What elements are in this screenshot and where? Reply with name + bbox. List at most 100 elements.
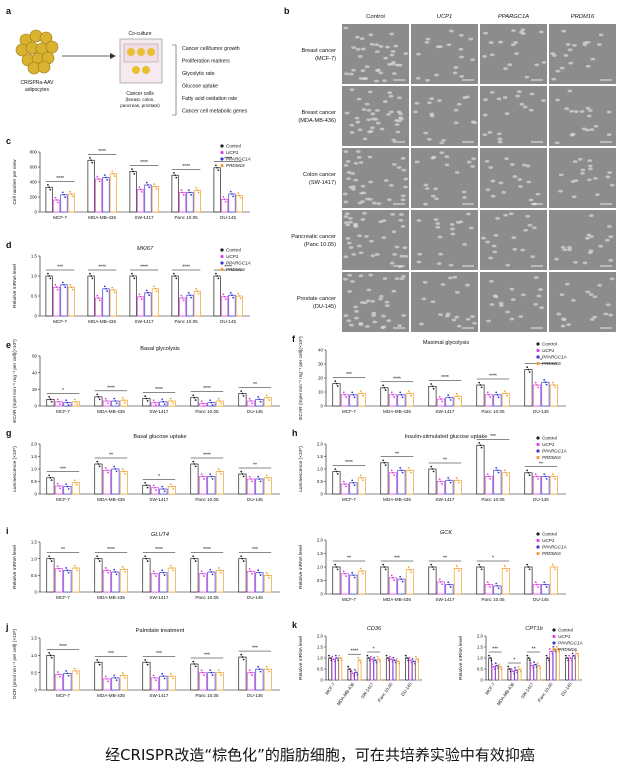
bar (119, 568, 128, 593)
data-point (406, 657, 408, 659)
data-point (534, 663, 537, 666)
cell-spot (367, 155, 373, 159)
data-point (180, 189, 183, 192)
data-point (399, 575, 402, 578)
cell-spot (588, 214, 594, 218)
legend-marker (220, 267, 224, 272)
bar (255, 398, 264, 407)
cell-spot (536, 294, 542, 298)
data-point (488, 393, 490, 396)
bar (142, 558, 151, 593)
data-point (217, 277, 220, 280)
cell-spot (492, 250, 498, 254)
panel-title: Basal glucose uptake (133, 434, 186, 440)
data-point (266, 668, 269, 671)
cell-spot (349, 323, 354, 327)
cell-spot (433, 218, 439, 221)
cell-spot (378, 297, 383, 301)
x-tick-label: MCF-7 (56, 693, 70, 698)
data-point (545, 383, 548, 386)
cell-spot (368, 180, 374, 184)
data-point (154, 486, 156, 489)
bar (549, 651, 553, 681)
data-point (407, 390, 410, 392)
bar (388, 577, 397, 595)
data-point (59, 675, 62, 678)
legend-label: UCP1 (542, 348, 555, 353)
cell-spot (554, 257, 559, 261)
bar (235, 295, 243, 317)
bar (102, 177, 110, 213)
cell-spot (525, 164, 531, 168)
bar (159, 675, 168, 691)
bar (332, 383, 341, 407)
bar (119, 471, 128, 495)
bar (526, 657, 531, 681)
data-point (58, 673, 60, 676)
data-point (514, 666, 516, 669)
data-point (554, 568, 556, 571)
data-point (352, 393, 355, 396)
data-point (250, 400, 252, 402)
y-tick-label: 0 (35, 688, 38, 693)
bar (54, 485, 63, 495)
cell-spot (383, 179, 389, 182)
data-point (194, 665, 197, 668)
cell-spot (430, 156, 436, 160)
data-point (98, 560, 101, 562)
adipocytes-label: adipocytes (25, 87, 49, 93)
cell-spot (490, 179, 496, 183)
y-tick-label: 1.0 (477, 656, 484, 661)
x-tick-label: MDA-MB-436 (496, 681, 516, 706)
y-axis-label: ECAR (mpH min⁻¹ mg⁻¹ per cell)(×10⁵) (12, 339, 18, 423)
significance-stars: **** (393, 376, 401, 382)
cell-spot (515, 94, 520, 98)
bar (63, 569, 72, 593)
significance-stars: **** (140, 265, 148, 271)
data-point (480, 446, 483, 449)
cell-spot (558, 173, 564, 177)
data-point (202, 572, 204, 575)
cell-spot (567, 48, 573, 52)
cell-spot (382, 100, 388, 103)
bar (541, 381, 550, 407)
cell-spot (378, 44, 384, 48)
bar (213, 167, 221, 213)
data-point (202, 475, 204, 478)
data-point (192, 660, 195, 663)
x-tick-label: DU-145 (560, 681, 573, 697)
cell-spot (403, 177, 409, 181)
data-point (334, 563, 337, 566)
data-point (344, 393, 346, 396)
cell-spot (603, 312, 609, 316)
cell-spot (360, 184, 366, 188)
bar (178, 297, 187, 317)
data-point (112, 172, 115, 175)
assay-item: Glycolytic rate (182, 71, 215, 77)
data-point (508, 668, 511, 670)
cell-spot (508, 212, 514, 216)
cell-spot (389, 32, 395, 36)
x-tick-label: MDA-MB-436 (336, 681, 356, 706)
data-point (211, 404, 214, 406)
data-point (89, 272, 91, 275)
data-point (56, 398, 59, 401)
data-point (66, 569, 69, 572)
data-point (338, 654, 341, 657)
cell-spot (510, 43, 516, 46)
data-point (131, 272, 133, 275)
y-tick-label: 30 (318, 362, 323, 367)
bar (67, 193, 75, 213)
y-tick-label: 40 (32, 370, 37, 375)
data-point (162, 571, 165, 574)
data-point (152, 570, 155, 573)
cell-spot (399, 277, 405, 281)
x-tick-label: Panc 10.05 (537, 681, 554, 703)
bar (397, 394, 406, 407)
bar (524, 472, 533, 495)
data-point (497, 471, 500, 474)
cell-spot (416, 52, 421, 56)
data-point (441, 483, 444, 485)
bar (111, 677, 120, 691)
